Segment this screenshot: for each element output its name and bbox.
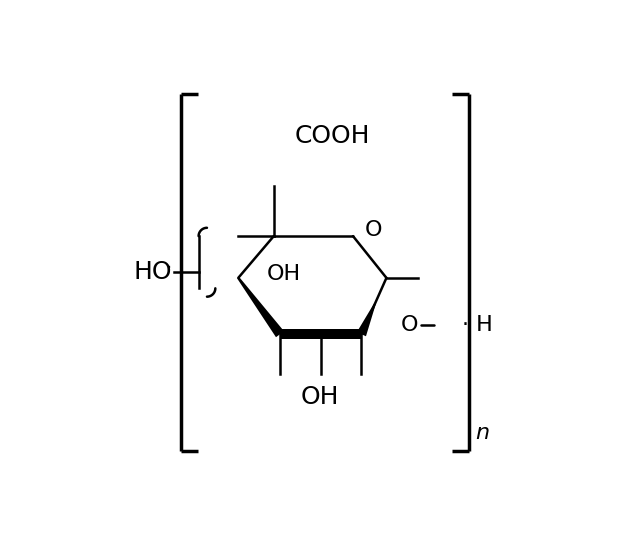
Polygon shape xyxy=(280,329,362,339)
Text: O: O xyxy=(401,314,418,334)
Text: · H: · H xyxy=(461,314,492,334)
Text: OH: OH xyxy=(267,264,301,283)
Polygon shape xyxy=(357,303,376,336)
Text: ·: · xyxy=(166,259,172,278)
Text: O: O xyxy=(365,220,383,240)
Text: OH: OH xyxy=(300,385,339,409)
Text: HO: HO xyxy=(134,260,172,283)
Text: COOH: COOH xyxy=(294,124,370,148)
Polygon shape xyxy=(237,277,284,337)
Text: n: n xyxy=(476,423,490,443)
